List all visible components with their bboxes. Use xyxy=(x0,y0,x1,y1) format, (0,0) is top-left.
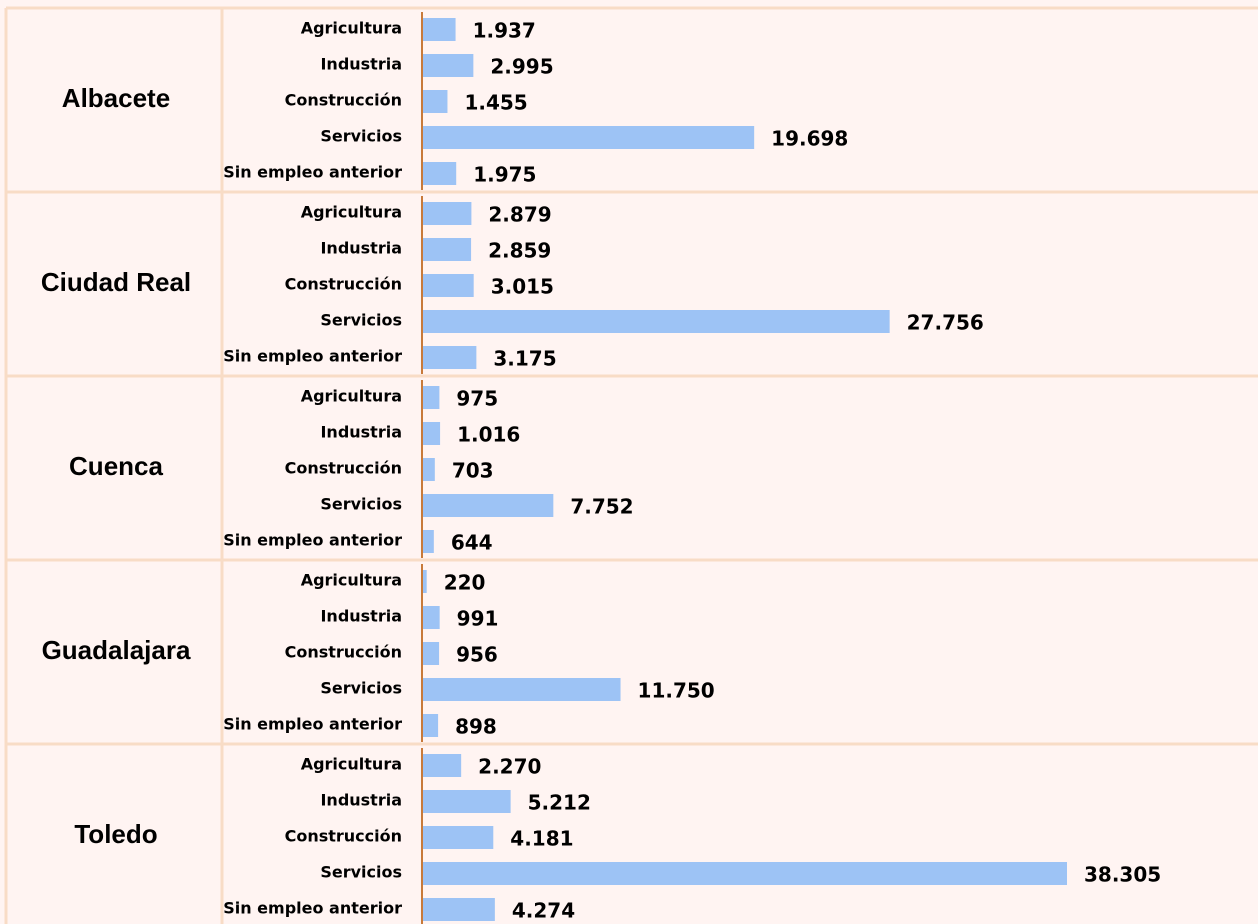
province-label: Ciudad Real xyxy=(41,267,191,297)
bar xyxy=(423,826,494,849)
category-label: Agricultura xyxy=(301,387,402,406)
category-label: Servicios xyxy=(320,495,402,514)
bar xyxy=(423,202,472,225)
bar xyxy=(423,18,456,41)
province-label: Albacete xyxy=(62,83,170,113)
bar xyxy=(423,90,448,113)
bar xyxy=(423,494,554,517)
value-label: 11.750 xyxy=(638,679,715,703)
category-label: Construcción xyxy=(285,91,402,110)
category-label: Construcción xyxy=(285,643,402,662)
province-label: Toledo xyxy=(74,819,157,849)
bar xyxy=(423,754,462,777)
value-label: 19.698 xyxy=(771,127,848,151)
value-label: 1.455 xyxy=(464,91,527,115)
value-label: 7.752 xyxy=(570,495,633,519)
bar xyxy=(423,570,427,593)
bar xyxy=(423,530,434,553)
bar xyxy=(423,714,439,737)
category-label: Agricultura xyxy=(301,571,402,590)
value-label: 644 xyxy=(451,531,493,555)
bar xyxy=(423,790,511,813)
category-label: Sin empleo anterior xyxy=(223,715,402,734)
bar xyxy=(423,386,440,409)
value-label: 38.305 xyxy=(1084,863,1161,887)
bar xyxy=(423,678,621,701)
category-label: Construcción xyxy=(285,827,402,846)
value-label: 1.937 xyxy=(473,19,536,43)
category-label: Agricultura xyxy=(301,203,402,222)
province-label: Cuenca xyxy=(69,451,163,481)
category-label: Sin empleo anterior xyxy=(223,347,402,366)
category-label: Industria xyxy=(320,239,402,258)
value-label: 220 xyxy=(444,571,486,595)
value-label: 2.270 xyxy=(478,755,541,779)
value-label: 3.015 xyxy=(491,275,554,299)
value-label: 956 xyxy=(456,643,498,667)
category-label: Servicios xyxy=(320,863,402,882)
category-label: Industria xyxy=(320,423,402,442)
category-label: Construcción xyxy=(285,459,402,478)
value-label: 3.175 xyxy=(493,347,556,371)
bar xyxy=(423,310,890,333)
value-label: 703 xyxy=(452,459,494,483)
province-label: Guadalajara xyxy=(42,635,191,665)
category-label: Agricultura xyxy=(301,19,402,38)
category-label: Sin empleo anterior xyxy=(223,531,402,550)
category-label: Construcción xyxy=(285,275,402,294)
bar xyxy=(423,422,441,445)
value-label: 1.016 xyxy=(457,423,520,447)
category-label: Agricultura xyxy=(301,755,402,774)
bar xyxy=(423,642,440,665)
value-label: 898 xyxy=(455,715,497,739)
value-label: 2.995 xyxy=(490,55,553,79)
bar xyxy=(423,54,474,77)
value-label: 1.975 xyxy=(473,163,536,187)
category-label: Sin empleo anterior xyxy=(223,899,402,918)
bar xyxy=(423,238,472,261)
category-label: Industria xyxy=(320,55,402,74)
category-label: Servicios xyxy=(320,311,402,330)
category-label: Industria xyxy=(320,791,402,810)
value-label: 5.212 xyxy=(528,791,591,815)
category-label: Servicios xyxy=(320,127,402,146)
value-label: 975 xyxy=(456,387,498,411)
value-label: 4.274 xyxy=(512,899,575,923)
value-label: 4.181 xyxy=(510,827,573,851)
bar xyxy=(423,126,755,149)
category-label: Servicios xyxy=(320,679,402,698)
value-label: 27.756 xyxy=(907,311,984,335)
category-label: Industria xyxy=(320,607,402,626)
bar xyxy=(423,346,477,369)
bar xyxy=(423,274,474,297)
table-borders xyxy=(4,6,1258,924)
value-label: 991 xyxy=(457,607,499,631)
value-label: 2.879 xyxy=(488,203,551,227)
bar xyxy=(423,862,1067,885)
value-label: 2.859 xyxy=(488,239,551,263)
bar xyxy=(423,458,435,481)
bar xyxy=(423,898,495,921)
category-label: Sin empleo anterior xyxy=(223,163,402,182)
bar xyxy=(423,162,457,185)
bar xyxy=(423,606,440,629)
